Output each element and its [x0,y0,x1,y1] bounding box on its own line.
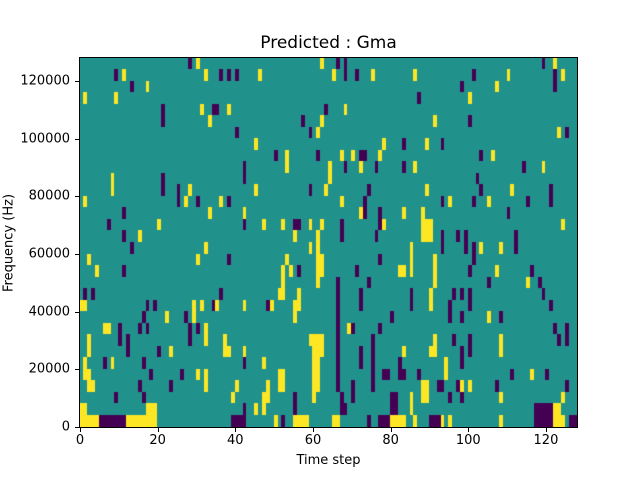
y-tick-label: 40000 [28,304,70,320]
x-tick-label: 20 [149,433,166,448]
plot-area [79,57,578,428]
x-tick-label: 40 [227,433,244,448]
x-tick-mark [157,428,159,432]
y-tick-mark [75,196,79,198]
x-tick-mark [235,428,237,432]
y-tick-mark [75,311,79,313]
x-tick-label: 120 [533,433,559,448]
y-tick-mark [75,369,79,371]
y-tick-label: 100000 [20,131,70,147]
chart-title: Predicted : Gma [260,33,397,53]
y-tick-label: 20000 [28,361,70,377]
x-tick-label: 0 [75,433,85,448]
x-tick-label: 60 [304,433,322,448]
x-tick-mark [390,428,392,432]
y-tick-mark [75,427,79,428]
x-tick-mark [545,428,547,432]
y-tick-label: 60000 [28,246,70,262]
x-tick-mark [80,428,81,432]
x-tick-label: 80 [382,433,399,448]
y-tick-mark [75,254,79,256]
heatmap-canvas [79,57,578,428]
y-tick-label: 120000 [20,73,70,89]
y-tick-mark [75,81,79,83]
y-axis-label: Frequency (Hz) [1,193,17,293]
x-tick-mark [312,428,314,432]
x-axis-label: Time step [296,453,361,468]
x-tick-label: 100 [455,433,481,448]
y-tick-label: 0 [61,419,70,435]
y-tick-mark [75,138,79,140]
x-tick-mark [468,428,470,432]
y-tick-label: 80000 [28,188,70,204]
